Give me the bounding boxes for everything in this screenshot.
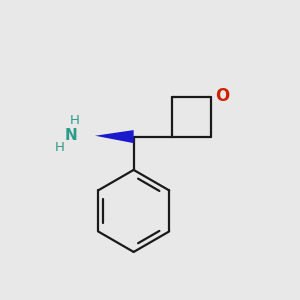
Text: N: N [65, 128, 78, 143]
Text: H: H [55, 141, 64, 154]
Text: H: H [70, 114, 80, 128]
Text: O: O [215, 87, 229, 105]
Polygon shape [95, 130, 134, 143]
